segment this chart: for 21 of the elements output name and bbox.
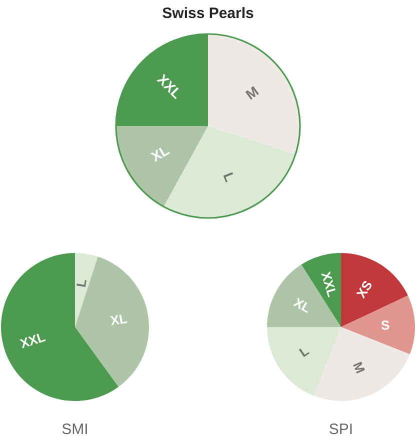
pie-slice bbox=[75, 256, 149, 387]
chart-title: Swiss Pearls bbox=[162, 4, 254, 22]
slice-label: XL bbox=[148, 142, 172, 165]
text: SMI bbox=[62, 421, 88, 438]
pie-slice bbox=[208, 34, 300, 154]
slice-label: XL bbox=[109, 310, 128, 328]
slice-label: L bbox=[220, 170, 238, 184]
pie-slice bbox=[267, 327, 341, 396]
slice-label: XXL bbox=[318, 270, 340, 299]
text: SPI bbox=[328, 421, 354, 438]
slice-label: XS bbox=[353, 278, 376, 301]
pie-slice bbox=[116, 126, 208, 207]
slice-label: L bbox=[73, 278, 90, 288]
slice-label: M bbox=[350, 360, 368, 376]
pie-slice bbox=[75, 253, 98, 327]
slice-label: L bbox=[296, 343, 312, 360]
pie-slice bbox=[267, 264, 341, 327]
slice-label: S bbox=[380, 317, 390, 333]
slice-label: XL bbox=[291, 294, 314, 316]
slice-label: M bbox=[242, 82, 262, 103]
slice-label: XXL bbox=[18, 329, 48, 352]
